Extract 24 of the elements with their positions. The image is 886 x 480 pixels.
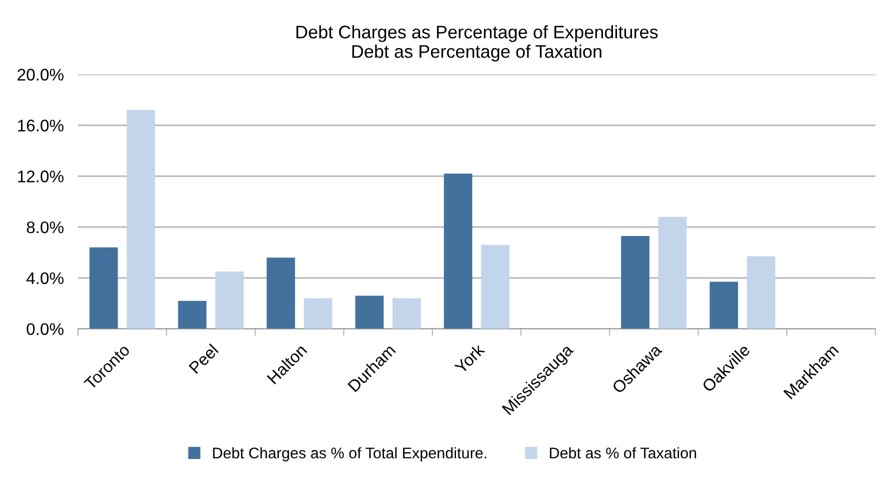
bar: [621, 236, 650, 329]
bar: [266, 258, 296, 329]
bar: [658, 216, 687, 329]
bar: [89, 247, 118, 329]
bar: [355, 296, 384, 329]
bar: [444, 174, 472, 329]
y-tick-label: 20.0%: [18, 68, 64, 81]
y-tick-label: 8.0%: [26, 221, 64, 234]
bar: [746, 256, 776, 329]
bar: [304, 298, 332, 329]
bar: [710, 282, 738, 329]
legend-label: Debt Charges as % of Total Expenditure.: [213, 447, 486, 462]
x-tick-label: York: [454, 342, 486, 374]
bar: [126, 110, 156, 329]
bar: [392, 298, 421, 329]
bar: [215, 272, 244, 329]
bar: [178, 300, 206, 329]
bar: [481, 244, 510, 329]
legend-label: Debt as % of Taxation: [550, 447, 696, 458]
y-tick-label: 16.0%: [18, 120, 64, 132]
chart-title: Debt Charges as Percentage of Expenditures Debt as Percentage of Taxation: [296, 25, 658, 62]
y-tick-label: 0.0%: [26, 323, 64, 336]
y-tick-label: 4.0%: [26, 272, 64, 284]
y-tick-label: 12.0%: [18, 170, 64, 182]
